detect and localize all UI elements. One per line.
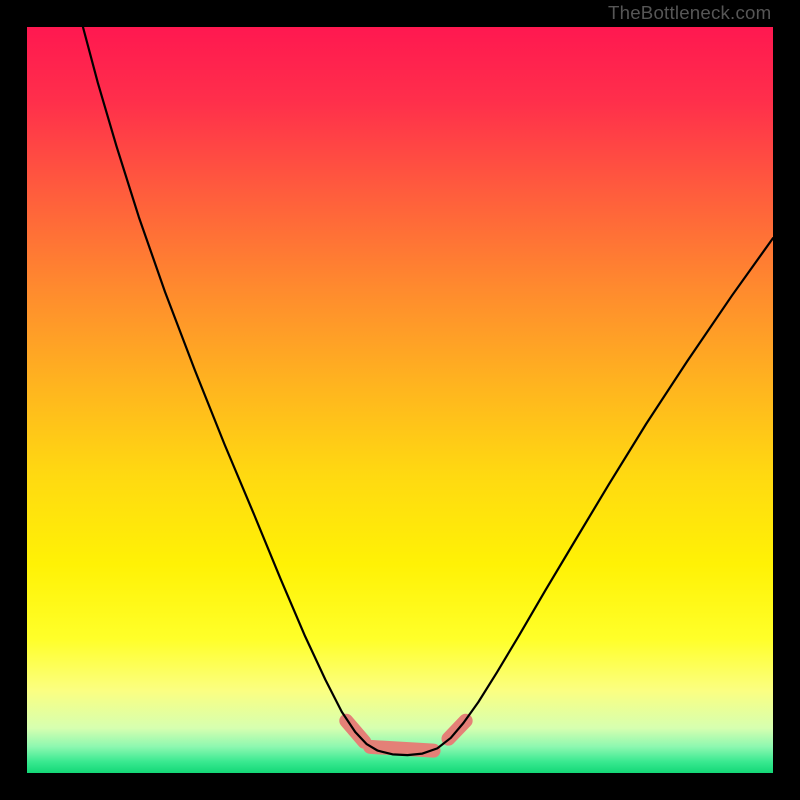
plot-background	[27, 27, 773, 773]
chart-frame: TheBottleneck.com	[0, 0, 800, 800]
watermark-text: TheBottleneck.com	[608, 2, 771, 24]
